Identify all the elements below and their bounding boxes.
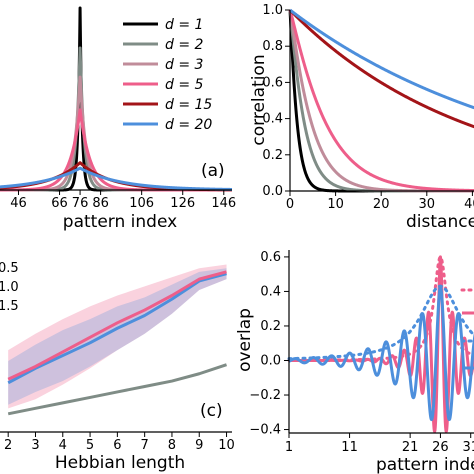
panel-b-ytick-label: 0.8 bbox=[262, 39, 283, 54]
panel-d-ytick-label: 0.0 bbox=[260, 353, 281, 368]
panel-b-xtick-label: 10 bbox=[327, 197, 344, 212]
panel-b-series-6 bbox=[288, 8, 474, 110]
panel-d-xtick-label: 11 bbox=[341, 440, 358, 455]
panel-d-ylabel: overlap bbox=[235, 308, 255, 372]
panel-b-ytick-label: 1.0 bbox=[262, 3, 283, 18]
panel-c: 2 3 4 5 6 7 8 9 10 0.5 1.0 1.5 (c) Hebbian length bbox=[0, 261, 235, 473]
panel-b-series-4 bbox=[288, 9, 474, 193]
panel-a-legend-label: d = 5 bbox=[165, 77, 204, 93]
panel-a-xtick-label: 76 bbox=[72, 196, 89, 211]
panel-c-series-3 bbox=[7, 363, 228, 416]
panel-d-ytick-label: 0.6 bbox=[260, 250, 281, 265]
panel-b-ytick-label: 0.0 bbox=[262, 184, 283, 199]
panel-b-xlabel: distance bbox=[406, 212, 474, 232]
panel-a-legend-label: d = 3 bbox=[165, 57, 203, 73]
panel-a-legend-label: d = 2 bbox=[165, 37, 204, 53]
panel-c-xtick-label: 7 bbox=[141, 438, 149, 453]
panel-c-xtick-label: 9 bbox=[195, 438, 203, 453]
panel-c-legend-label: 0.5 bbox=[0, 261, 19, 276]
panel-d-ytick-label: 0.4 bbox=[260, 284, 281, 299]
panel-d-xtick-label: 1 bbox=[285, 440, 293, 455]
panel-c-label: (c) bbox=[200, 401, 223, 421]
panel-b-ytick-label: 0.6 bbox=[262, 75, 283, 90]
panel-b: 0102030400.00.20.40.60.81.0 correlation … bbox=[249, 3, 474, 232]
panel-c-xtick-label: 4 bbox=[59, 438, 67, 453]
panel-a-xtick-label: 146 bbox=[211, 196, 236, 211]
panel-c-legend-label: 1.5 bbox=[0, 299, 19, 314]
panel-c-xlabel: Hebbian length bbox=[55, 453, 185, 473]
panel-d-ytick-label: −0.4 bbox=[249, 423, 281, 438]
panel-a-series-6 bbox=[0, 166, 234, 191]
panel-d-xtick-label: 26 bbox=[432, 440, 449, 455]
panel-d-series-4 bbox=[287, 284, 474, 422]
panel-d: 111212631−0.4−0.20.00.20.40.6 overlap pa… bbox=[235, 250, 474, 474]
panel-b-xtick-label: 40 bbox=[464, 197, 474, 212]
panel-a-legend-label: d = 1 bbox=[165, 17, 203, 33]
panel-a: 46 66 76 86 106 126 146 pattern index (a) d = … bbox=[0, 6, 236, 232]
panel-a-xtick-label: 46 bbox=[10, 196, 27, 211]
panel-b-ytick-label: 0.4 bbox=[262, 112, 283, 127]
panel-d-xlabel: pattern index bbox=[376, 455, 474, 474]
panel-c-xtick-label: 3 bbox=[31, 438, 39, 453]
panel-d-xtick-label: 21 bbox=[402, 440, 419, 455]
panel-a-xtick-label: 86 bbox=[92, 196, 109, 211]
panel-b-xtick-label: 20 bbox=[373, 197, 390, 212]
panel-c-series-2 bbox=[7, 272, 227, 385]
panel-a-xtick-label: 106 bbox=[129, 196, 154, 211]
panel-d-ytick-label: 0.2 bbox=[260, 319, 281, 334]
panel-c-series-1 bbox=[7, 270, 227, 381]
panel-b-ylabel: correlation bbox=[249, 54, 269, 145]
panel-b-xtick-label: 0 bbox=[286, 197, 294, 212]
panel-c-xtick-label: 5 bbox=[86, 438, 94, 453]
panel-c-xtick-label: 8 bbox=[168, 438, 176, 453]
panel-a-xtick-label: 66 bbox=[51, 196, 68, 211]
panel-c-xtick-label: 2 bbox=[4, 438, 12, 453]
panel-c-xtick-label: 6 bbox=[113, 438, 121, 453]
panel-a-legend: d = 1 d = 2 d = 3 d = 5 d = 15 d = 20 bbox=[123, 17, 212, 133]
panel-b-series-5 bbox=[288, 8, 474, 129]
panel-c-band-2 bbox=[8, 268, 227, 405]
panel-c-legend: 0.5 1.0 1.5 bbox=[0, 261, 19, 314]
panel-a-label: (a) bbox=[201, 161, 225, 181]
panel-a-xlabel: pattern index bbox=[63, 212, 177, 232]
panel-c-xtick-label: 10 bbox=[218, 438, 235, 453]
panel-c-legend-label: 1.0 bbox=[0, 280, 19, 295]
panel-a-legend-label: d = 20 bbox=[165, 117, 212, 133]
panel-d-ytick-label: −0.2 bbox=[249, 388, 281, 403]
panel-b-ytick-label: 0.2 bbox=[262, 148, 283, 163]
panel-a-legend-label: d = 15 bbox=[165, 97, 212, 113]
panel-b-xtick-label: 30 bbox=[419, 197, 436, 212]
panel-a-xtick-label: 126 bbox=[170, 196, 195, 211]
panel-d-xtick-label: 31 bbox=[462, 440, 474, 455]
